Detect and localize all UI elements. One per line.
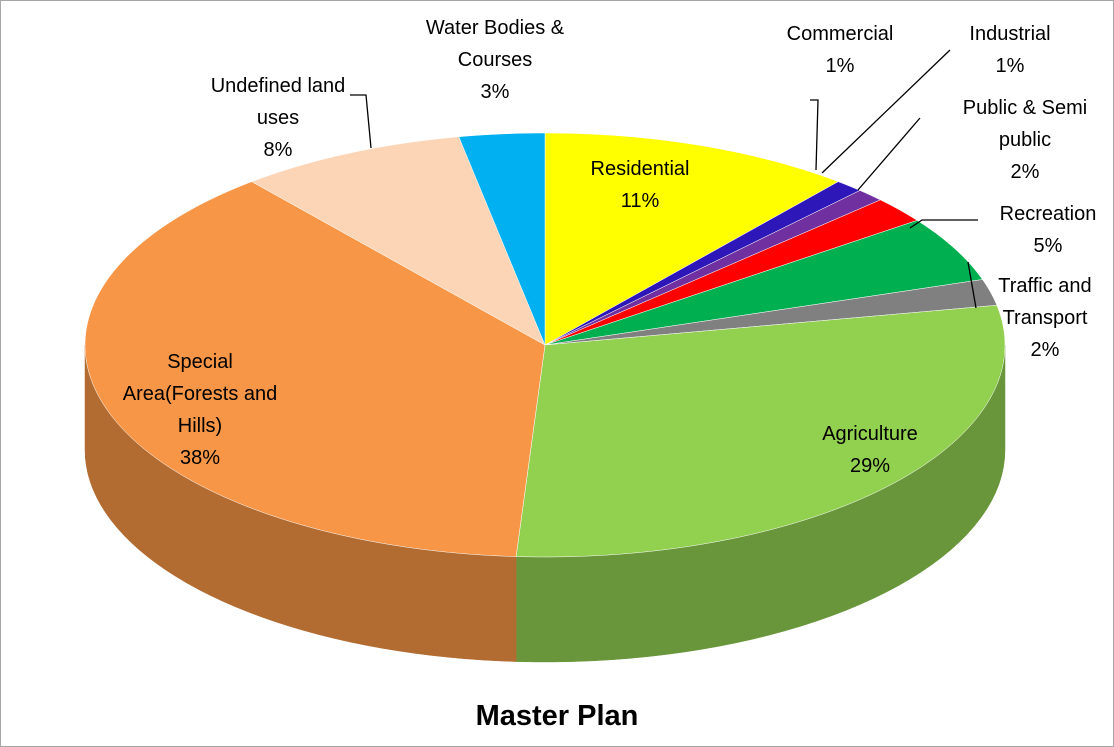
category-label: Commercial bbox=[786, 23, 894, 45]
value-label: 8% bbox=[263, 139, 293, 161]
leader-line bbox=[810, 99, 819, 171]
value-label: 3% bbox=[480, 81, 510, 103]
data-label: Public & Semi public 2% bbox=[950, 92, 1100, 188]
category-label: Water Bodies & Courses bbox=[425, 17, 565, 71]
value-label: 11% bbox=[620, 190, 660, 212]
slice bbox=[251, 136, 546, 346]
data-label: Commercial 1% bbox=[770, 18, 910, 82]
slice bbox=[544, 220, 983, 346]
leader-line bbox=[350, 94, 372, 149]
data-label: Undefined land uses 8% bbox=[203, 70, 353, 166]
data-label: Traffic and Transport 2% bbox=[980, 270, 1110, 366]
slice bbox=[544, 199, 918, 346]
slice bbox=[84, 181, 546, 557]
data-label: Residential 11% bbox=[560, 153, 720, 217]
value-label: 2% bbox=[1030, 339, 1060, 361]
data-label: Recreation 5% bbox=[983, 198, 1113, 262]
chart-title: Master Plan bbox=[475, 700, 639, 732]
value-label: 1% bbox=[995, 55, 1025, 77]
value-label: 1% bbox=[825, 55, 855, 77]
leader-line bbox=[857, 117, 921, 191]
value-label: 5% bbox=[1033, 235, 1063, 257]
category-label: Recreation bbox=[999, 203, 1097, 225]
category-label: Undefined land uses bbox=[210, 75, 346, 129]
slice bbox=[458, 132, 546, 346]
leader-line bbox=[909, 219, 978, 229]
leader-lines bbox=[350, 49, 978, 309]
data-label: Industrial 1% bbox=[950, 18, 1070, 82]
data-label: Special Area(Forests and Hills) 38% bbox=[115, 346, 285, 474]
slice bbox=[544, 132, 839, 346]
category-label: Public & Semi public bbox=[962, 97, 1088, 151]
leader-line bbox=[821, 49, 951, 174]
category-label: Traffic and Transport bbox=[998, 275, 1092, 329]
data-label: Water Bodies & Courses 3% bbox=[405, 12, 585, 108]
pie-tops bbox=[84, 132, 1006, 558]
slice bbox=[515, 305, 1006, 558]
category-label: Special Area(Forests and Hills) bbox=[122, 351, 278, 437]
slice bbox=[544, 279, 998, 346]
value-label: 2% bbox=[1010, 161, 1040, 183]
category-label: Industrial bbox=[969, 23, 1051, 45]
value-label: 38% bbox=[179, 447, 221, 469]
category-label: Agriculture bbox=[822, 423, 918, 445]
category-label: Residential bbox=[590, 158, 690, 180]
data-label: Agriculture 29% bbox=[790, 418, 950, 482]
leader-line bbox=[967, 261, 977, 309]
value-label: 29% bbox=[849, 455, 891, 477]
